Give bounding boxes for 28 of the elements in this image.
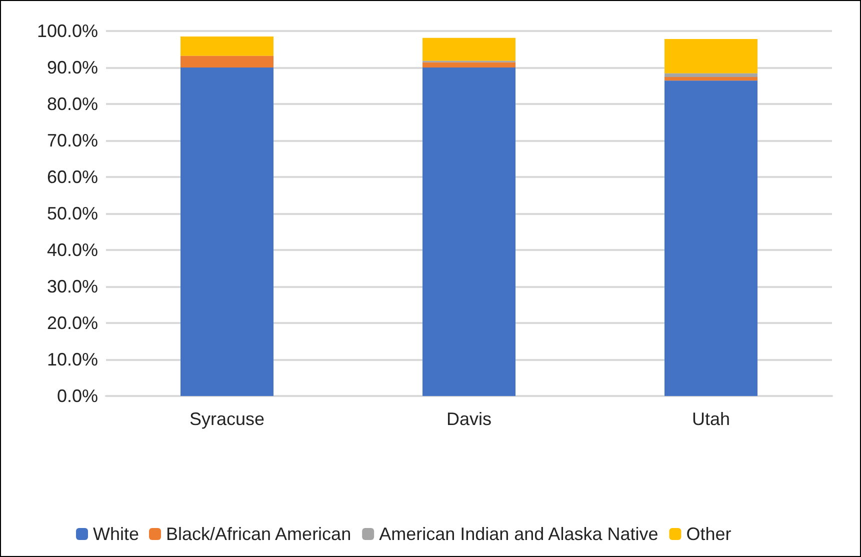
y-tick-label: 100.0%	[36, 21, 98, 41]
bar	[180, 56, 274, 68]
bar	[664, 73, 758, 77]
bar	[180, 36, 274, 56]
y-tick-label: 10.0%	[46, 350, 98, 370]
y-tick-label: 90.0%	[46, 58, 98, 78]
y-tick-label: 50.0%	[46, 204, 98, 224]
legend-label: American Indian and Alaska Native	[379, 524, 658, 544]
y-tick-label: 70.0%	[46, 130, 98, 150]
y-tick-label: 0.0%	[56, 386, 98, 406]
y-tick-label: 80.0%	[46, 94, 98, 114]
x-tick-label: Davis	[446, 409, 492, 429]
y-tick-label: 40.0%	[46, 240, 98, 260]
x-tick-label: Syracuse	[189, 409, 265, 429]
bar	[664, 39, 758, 74]
bar	[422, 38, 516, 61]
legend-label: White	[93, 524, 140, 544]
bar	[422, 62, 516, 68]
y-tick-label: 60.0%	[46, 167, 98, 187]
y-tick-label: 20.0%	[46, 313, 98, 333]
bar	[664, 80, 758, 396]
legend-label: Other	[686, 524, 732, 544]
y-tick-label: 30.0%	[46, 276, 98, 296]
bar	[180, 68, 274, 396]
bar	[422, 68, 516, 396]
bar	[664, 76, 758, 81]
legend-label: Black/African American	[166, 524, 352, 544]
x-tick-label: Utah	[692, 409, 730, 429]
